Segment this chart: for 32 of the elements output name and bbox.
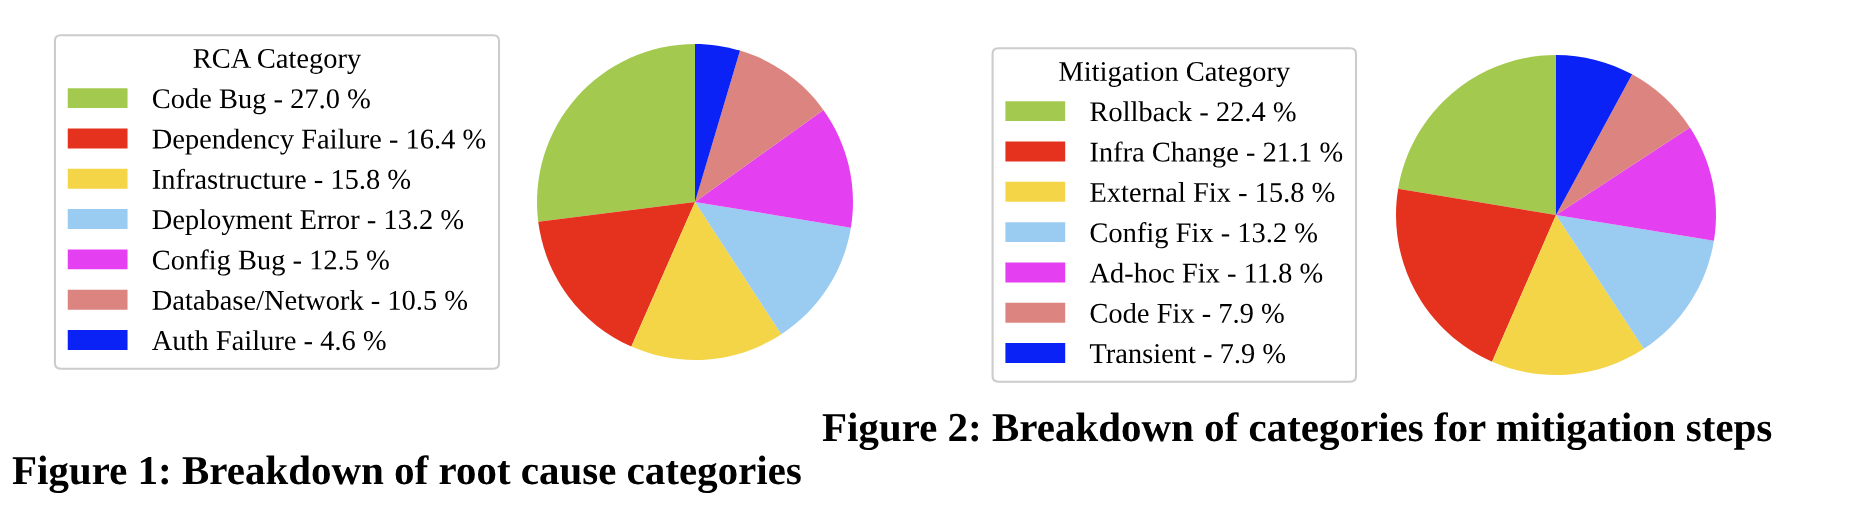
legend-label: Infrastructure - 15.8 % xyxy=(152,168,411,190)
text: Figure 2: Breakdown of categories for mitigation steps xyxy=(822,412,1772,451)
legend-label: Transient - 7.9 % xyxy=(1089,343,1286,364)
legend-label: Infra Change - 21.1 % xyxy=(1090,141,1343,168)
legend-label: Deployment Error - 13.2 % xyxy=(152,209,464,236)
legend-label: Config Bug - 12.5 % xyxy=(152,249,389,276)
pie-slice xyxy=(1556,127,1716,241)
text: Figure 1: Breakdown of root cause categories xyxy=(12,455,801,494)
legend-label: Database/Network - 10.5 % xyxy=(152,289,468,311)
pie-slice xyxy=(538,202,695,347)
pie-slice xyxy=(537,44,695,222)
legend-label: Config Fix - 13.2 % xyxy=(1090,222,1317,249)
legend-label: Ad-hoc Fix - 11.8 % xyxy=(1089,262,1323,283)
legend-label: External Fix - 15.8 % xyxy=(1090,182,1335,203)
legend-title: Mitigation Category xyxy=(1059,61,1291,87)
pie-slice xyxy=(695,50,824,202)
legend-label: Code Bug - 27.0 % xyxy=(152,88,370,115)
pie-slice xyxy=(1396,188,1556,362)
pie-slice xyxy=(631,202,782,360)
pie-slice xyxy=(1398,55,1556,215)
legend-label: Dependency Failure - 16.4 % xyxy=(152,128,486,155)
pie-slice xyxy=(1556,215,1714,349)
pie-slice xyxy=(695,109,853,228)
pie-slice xyxy=(1556,74,1690,215)
pie-slice xyxy=(695,44,741,202)
legend-title: RCA Category xyxy=(193,48,362,74)
pie-slice xyxy=(695,202,851,335)
pie-slice xyxy=(1556,55,1633,215)
pie-slice xyxy=(1492,215,1644,375)
legend-label: Auth Failure - 4.6 % xyxy=(152,330,386,351)
legend-label: Rollback - 22.4 % xyxy=(1090,101,1296,122)
legend-label: Code Fix - 7.9 % xyxy=(1090,302,1284,324)
